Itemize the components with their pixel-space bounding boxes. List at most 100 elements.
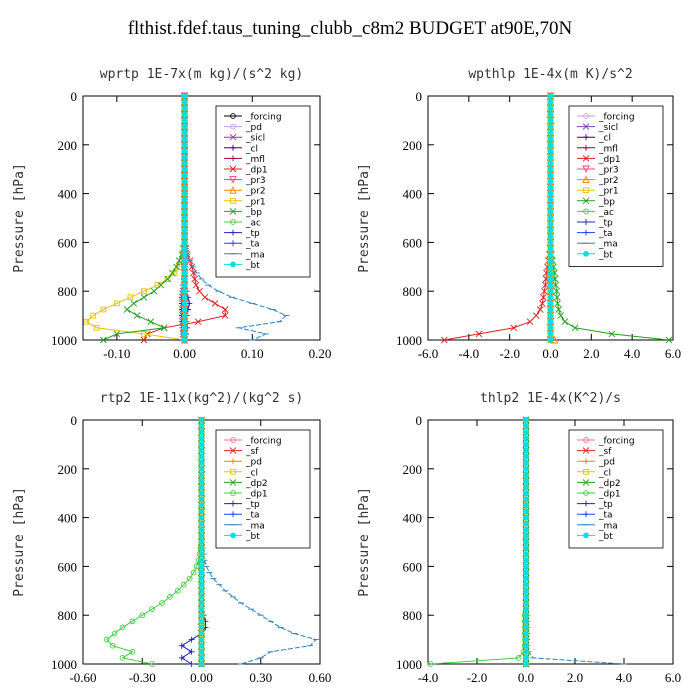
legend-item: _sicl xyxy=(224,134,265,144)
legend-item: _ta xyxy=(224,511,260,521)
data-point xyxy=(555,306,562,313)
legend-label: _pd xyxy=(245,123,262,133)
data-point xyxy=(198,630,205,637)
data-point xyxy=(547,99,554,105)
data-point xyxy=(181,209,188,215)
data-point xyxy=(181,123,188,130)
legend-label: _tp xyxy=(598,500,613,510)
data-point xyxy=(547,288,554,295)
legend-label: _sicl xyxy=(598,123,618,133)
x-tick-label: -2.0 xyxy=(467,670,488,685)
data-point xyxy=(230,144,236,151)
data-point xyxy=(583,187,589,194)
data-point xyxy=(181,263,188,270)
data-point xyxy=(441,336,448,344)
x-tick-label: 0.00 xyxy=(173,346,196,361)
y-axis-label: Pressure [hPa] xyxy=(12,163,27,273)
legend-label: _sicl xyxy=(245,134,265,144)
x-tick-label: 4.0 xyxy=(616,670,632,685)
figure-title: flthist.fdef.taus_tuning_clubb_c8m2 BUDG… xyxy=(127,18,573,39)
data-point xyxy=(160,324,168,332)
data-point xyxy=(181,294,188,301)
legend-item: _bt xyxy=(577,532,613,542)
data-point xyxy=(192,281,200,289)
legend-label: _cl xyxy=(598,134,611,144)
data-point xyxy=(582,155,590,162)
series-line xyxy=(444,96,551,341)
legend-item: _dp1 xyxy=(577,490,621,500)
data-point xyxy=(181,196,188,203)
data-point xyxy=(113,330,121,338)
x-tick-label: 2.0 xyxy=(567,670,583,685)
data-point xyxy=(169,269,176,277)
data-point xyxy=(198,496,205,503)
legend-item: _ta xyxy=(577,511,613,521)
data-point xyxy=(523,545,529,551)
legend-item: _mfl xyxy=(577,144,618,154)
data-point xyxy=(198,423,205,429)
x-tick-label: 0.00 xyxy=(190,670,213,685)
data-point xyxy=(181,160,188,166)
data-point xyxy=(194,318,202,326)
data-point xyxy=(229,176,237,184)
x-tick-label: 0.0 xyxy=(518,670,534,685)
data-point xyxy=(523,514,529,521)
legend-item: _ma xyxy=(577,240,618,250)
data-point xyxy=(149,661,155,667)
data-point xyxy=(523,594,529,600)
x-tick-label: -2.0 xyxy=(499,346,520,361)
data-point xyxy=(523,423,529,429)
y-tick-label: 0 xyxy=(416,89,423,104)
x-tick-label: 0.10 xyxy=(241,346,264,361)
legend-label: _forcing xyxy=(598,437,635,447)
legend-label: _bt xyxy=(598,250,613,260)
data-point xyxy=(523,484,529,490)
data-point xyxy=(129,618,136,625)
data-point xyxy=(523,587,529,594)
data-point xyxy=(181,282,188,288)
data-point xyxy=(547,209,554,215)
data-point xyxy=(523,642,529,649)
data-point xyxy=(547,215,554,221)
data-point xyxy=(198,417,205,423)
data-point xyxy=(201,293,209,301)
data-point xyxy=(523,533,529,539)
legend-item: _ma xyxy=(577,521,618,531)
data-point xyxy=(523,569,529,576)
data-point xyxy=(547,233,554,240)
legend: _forcing_sf_pd_cl_dp2_dp1_tp_ta_ma_bt xyxy=(215,429,311,549)
data-point xyxy=(190,569,197,576)
data-point xyxy=(608,330,616,338)
legend-item: _tp xyxy=(224,500,260,510)
data-point xyxy=(181,178,188,185)
data-point xyxy=(157,281,165,289)
legend-item: _forcing xyxy=(577,437,635,447)
data-point xyxy=(582,165,590,174)
data-point xyxy=(191,275,199,283)
y-tick-label: 600 xyxy=(58,559,78,574)
data-point xyxy=(523,630,529,637)
data-point xyxy=(583,511,589,518)
data-point xyxy=(523,557,529,564)
x-tick-label: -4.0 xyxy=(418,670,439,685)
data-point xyxy=(547,270,554,276)
legend-item: _cl xyxy=(224,144,258,154)
data-point xyxy=(103,636,110,643)
data-point xyxy=(181,239,188,246)
x-tick-label: -4.0 xyxy=(459,346,480,361)
data-point xyxy=(583,144,589,151)
data-point xyxy=(547,263,554,270)
x-tick-label: 0.20 xyxy=(309,346,332,361)
legend-item: _pr2 xyxy=(577,175,619,186)
data-point xyxy=(167,594,173,600)
data-point xyxy=(523,496,529,503)
series-dp1 xyxy=(427,417,529,667)
data-point xyxy=(547,93,554,99)
legend-item: _pd xyxy=(224,123,262,133)
data-point xyxy=(181,300,188,307)
data-point xyxy=(547,105,554,112)
data-point xyxy=(141,288,147,295)
data-point xyxy=(547,190,554,197)
data-point xyxy=(547,331,554,337)
plot-frame xyxy=(82,95,321,341)
